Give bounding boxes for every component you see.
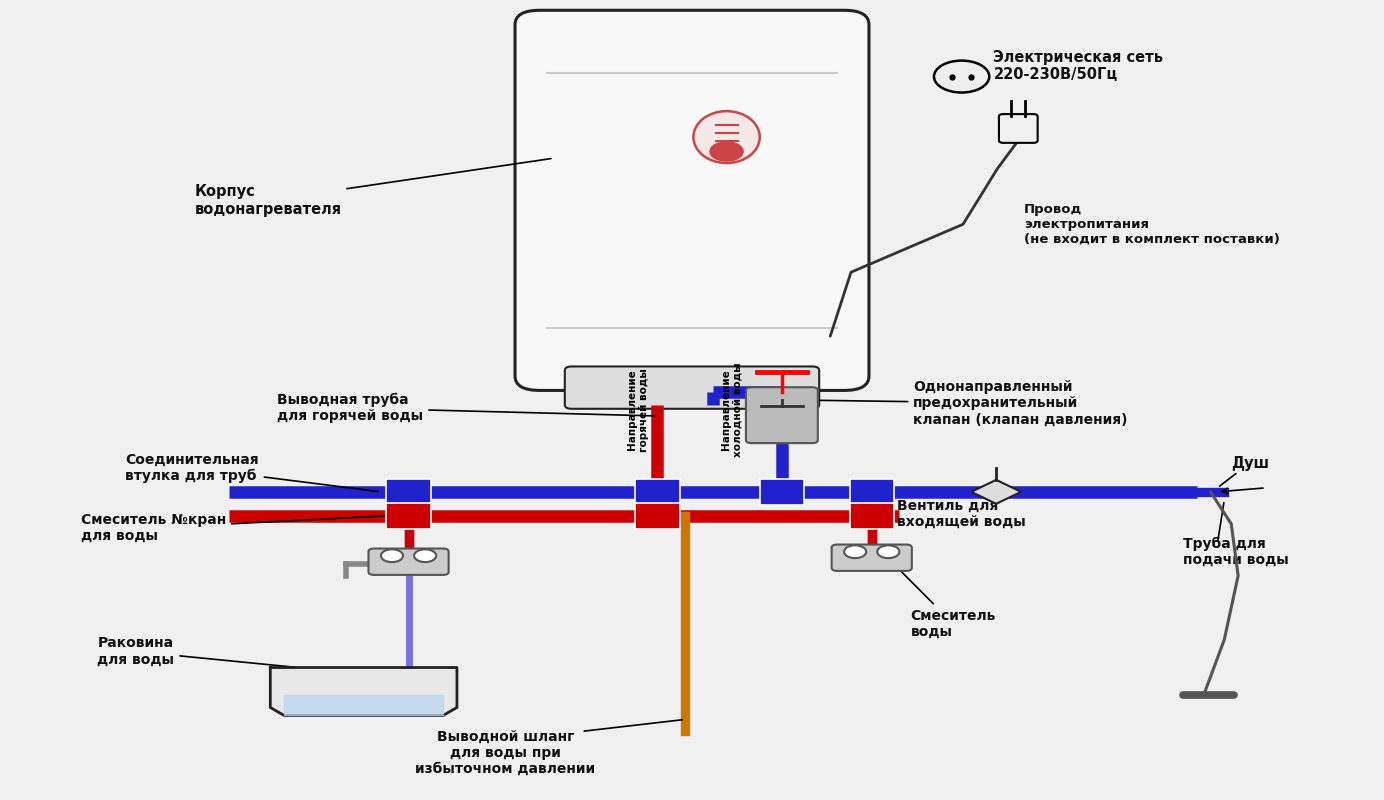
Polygon shape [270, 667, 457, 715]
Text: Выводная труба
для горячей воды: Выводная труба для горячей воды [277, 393, 655, 423]
Text: Провод
электропитания
(не входит в комплект поставки): Провод электропитания (не входит в компл… [1024, 203, 1280, 246]
Text: Направление
горячей воды: Направление горячей воды [627, 368, 649, 452]
Text: Выводной шланг
для воды при
избыточном давлении: Выводной шланг для воды при избыточном д… [415, 730, 595, 776]
Text: Корпус
водонагревателя: Корпус водонагревателя [194, 158, 551, 217]
Circle shape [877, 546, 900, 558]
Text: Направление
холодной воды: Направление холодной воды [721, 362, 743, 458]
FancyBboxPatch shape [999, 114, 1038, 143]
Text: Душ: Душ [1232, 456, 1269, 471]
FancyBboxPatch shape [832, 545, 912, 571]
Bar [760, 479, 804, 505]
Text: Смеситель №кран
для воды: Смеситель №кран для воды [80, 513, 385, 543]
Bar [635, 479, 680, 505]
Circle shape [381, 550, 403, 562]
Text: Вентиль для
входящей воды: Вентиль для входящей воды [897, 482, 1026, 529]
Circle shape [934, 61, 990, 93]
Bar [386, 479, 430, 505]
Text: Электрическая сеть
220-230В/50Гц: Электрическая сеть 220-230В/50Гц [994, 50, 1164, 82]
FancyBboxPatch shape [368, 549, 448, 575]
Bar [386, 503, 430, 529]
Text: Однонаправленный
предохранительный
клапан (клапан давления): Однонаправленный предохранительный клапа… [799, 380, 1128, 426]
Circle shape [414, 550, 436, 562]
FancyBboxPatch shape [515, 10, 869, 390]
FancyBboxPatch shape [746, 387, 818, 443]
Text: Смеситель
воды: Смеситель воды [887, 558, 996, 638]
FancyBboxPatch shape [565, 366, 819, 409]
Text: Труба для
подачи воды: Труба для подачи воды [1183, 537, 1289, 567]
Polygon shape [972, 480, 1021, 504]
Bar [850, 503, 894, 529]
Text: Раковина
для воды: Раковина для воды [97, 637, 295, 667]
Circle shape [710, 142, 743, 161]
Bar [850, 479, 894, 505]
Polygon shape [284, 695, 443, 715]
Circle shape [844, 546, 866, 558]
Ellipse shape [693, 111, 760, 163]
Bar [635, 503, 680, 529]
Text: Соединительная
втулка для труб: Соединительная втулка для труб [125, 453, 378, 491]
